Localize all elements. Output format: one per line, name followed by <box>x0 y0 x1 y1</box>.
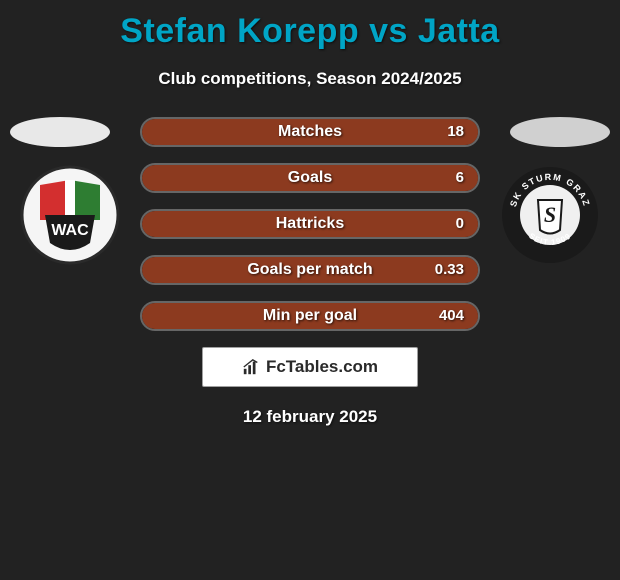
sturm-graz-crest-icon: SK STURM GRAZ SEIT 1909 S <box>500 165 600 265</box>
stat-value: 0.33 <box>435 257 464 283</box>
stat-value: 404 <box>439 303 464 329</box>
svg-text:WAC: WAC <box>51 222 89 239</box>
stat-label: Goals <box>142 165 478 191</box>
stat-row: Matches18 <box>140 117 480 147</box>
left-team-crest: WAC <box>20 165 120 265</box>
date-line: 12 february 2025 <box>0 407 620 427</box>
stat-row: Goals per match0.33 <box>140 255 480 285</box>
page-title: Stefan Korepp vs Jatta <box>0 0 620 51</box>
stat-value: 6 <box>456 165 464 191</box>
stat-value: 18 <box>447 119 464 145</box>
chart-icon <box>242 358 260 376</box>
right-player-placeholder <box>510 117 610 147</box>
brand-text: FcTables.com <box>266 357 378 377</box>
brand-badge: FcTables.com <box>202 347 418 387</box>
stat-label: Min per goal <box>142 303 478 329</box>
stats-area: WAC SK STURM GRAZ SEIT 1909 S Matches18 G… <box>0 117 620 331</box>
stat-label: Hattricks <box>142 211 478 237</box>
wac-crest-icon: WAC <box>20 165 120 265</box>
left-player-placeholder <box>10 117 110 147</box>
stat-label: Matches <box>142 119 478 145</box>
subtitle: Club competitions, Season 2024/2025 <box>0 69 620 89</box>
stat-value: 0 <box>456 211 464 237</box>
stat-row: Min per goal404 <box>140 301 480 331</box>
stat-row: Goals6 <box>140 163 480 193</box>
stat-label: Goals per match <box>142 257 478 283</box>
stat-row: Hattricks0 <box>140 209 480 239</box>
svg-text:S: S <box>544 202 556 227</box>
right-team-crest: SK STURM GRAZ SEIT 1909 S <box>500 165 600 265</box>
